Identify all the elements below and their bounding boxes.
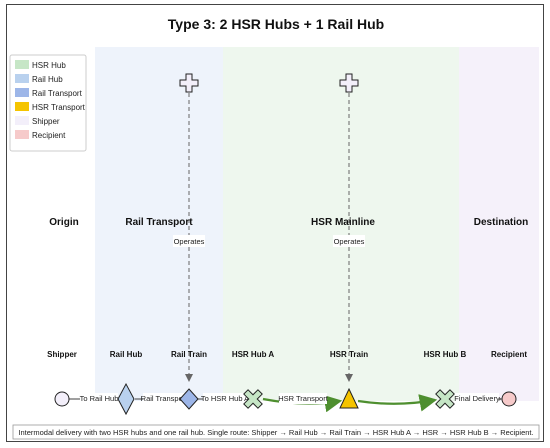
legend-item-hsr-transport: HSR Transport bbox=[15, 102, 86, 112]
caption-text: Intermodal delivery with two HSR hubs an… bbox=[18, 428, 533, 437]
node-label-recipient: Recipient bbox=[491, 350, 527, 359]
diagram-title: Type 3: 2 HSR Hubs + 1 Rail Hub bbox=[168, 16, 384, 32]
edge-label-rail-transport: Rail Transport bbox=[141, 394, 189, 403]
edge-label-hsr-transport: HSR Transport bbox=[278, 394, 329, 403]
edge-label-to-rail-hub: To Rail Hub bbox=[80, 394, 119, 403]
legend-item-recipient: Recipient bbox=[15, 130, 66, 140]
legend-item-rail-hub: Rail Hub bbox=[15, 74, 63, 84]
rail-hub-node-diamond-icon bbox=[117, 382, 135, 416]
edge-hsr-transport-b bbox=[357, 394, 438, 412]
edge-label-operates-right: Operates bbox=[334, 237, 365, 246]
legend-item-hsr-hub: HSR Hub bbox=[15, 60, 66, 70]
node-label-shipper: Shipper bbox=[47, 350, 77, 359]
zone-hsr bbox=[223, 47, 459, 401]
zone-label-destination: Destination bbox=[474, 217, 528, 228]
svg-text:Shipper: Shipper bbox=[32, 117, 60, 126]
node-label-rail-train: Rail Train bbox=[171, 350, 207, 359]
caption-box bbox=[12, 424, 540, 440]
rail-train-node-diamond-icon bbox=[179, 388, 199, 410]
edge-label-to-hsr-hub-a: To HSR Hub A bbox=[201, 394, 249, 403]
shipper-node bbox=[54, 391, 70, 407]
legend: HSR Hub Rail Hub Rail Transport HSR Tran… bbox=[9, 54, 87, 152]
diagram-frame: Type 3: 2 HSR Hubs + 1 Rail Hub HSR Hub … bbox=[6, 4, 544, 442]
hsr-hub-b-node-x-icon bbox=[435, 389, 455, 409]
legend-item-rail-transport: Rail Transport bbox=[15, 88, 83, 98]
zone-label-hsr: HSR Mainline bbox=[311, 217, 375, 228]
svg-text:Rail Hub: Rail Hub bbox=[32, 75, 63, 84]
svg-text:HSR Hub: HSR Hub bbox=[32, 61, 66, 70]
recipient-node bbox=[501, 391, 517, 407]
operator-cross-icon bbox=[179, 73, 199, 93]
zone-destination bbox=[459, 47, 539, 401]
edge-label-operates-left: Operates bbox=[174, 237, 205, 246]
svg-text:Recipient: Recipient bbox=[32, 131, 66, 140]
node-label-rail-hub: Rail Hub bbox=[110, 350, 143, 359]
hsr-hub-a-node-x-icon bbox=[243, 389, 263, 409]
zone-label-rail: Rail Transport bbox=[125, 217, 193, 228]
svg-text:Rail Transport: Rail Transport bbox=[32, 89, 83, 98]
hsr-train-node-triangle-icon bbox=[339, 387, 359, 409]
legend-item-shipper: Shipper bbox=[15, 116, 60, 126]
svg-text:HSR Transport: HSR Transport bbox=[32, 103, 86, 112]
node-label-hsr-train: HSR Train bbox=[330, 350, 368, 359]
diagram-canvas: Type 3: 2 HSR Hubs + 1 Rail Hub HSR Hub … bbox=[9, 16, 540, 440]
node-label-hsr-hub-a: HSR Hub A bbox=[232, 350, 275, 359]
operator-cross-icon bbox=[339, 73, 359, 93]
edge-label-final-delivery: Final Delivery bbox=[454, 394, 500, 403]
zone-label-origin: Origin bbox=[49, 217, 78, 228]
zone-rail bbox=[95, 47, 223, 401]
node-label-hsr-hub-b: HSR Hub B bbox=[424, 350, 467, 359]
